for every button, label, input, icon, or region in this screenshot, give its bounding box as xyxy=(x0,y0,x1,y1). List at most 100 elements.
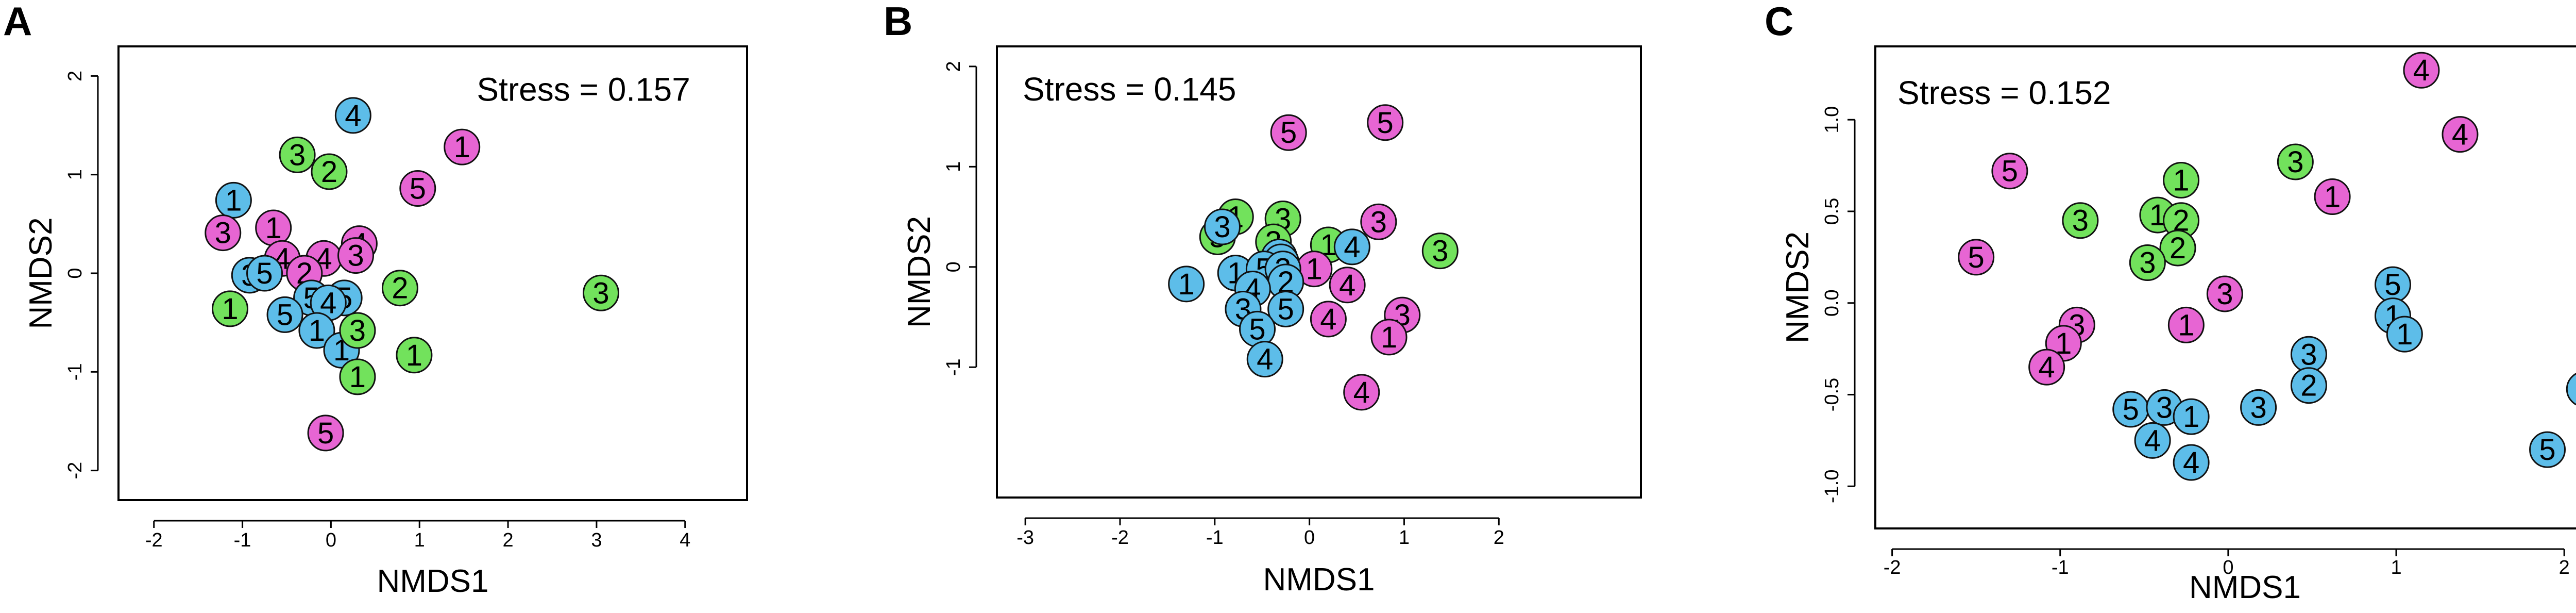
x-tick-label: -2 xyxy=(1111,527,1129,549)
x-tick-label: -3 xyxy=(1016,527,1034,549)
data-point: 1 xyxy=(396,337,433,374)
x-tick-label: 0 xyxy=(2223,557,2233,578)
point-label: 5 xyxy=(2539,433,2555,467)
y-tick-label: 2 xyxy=(943,61,964,72)
data-point: 3 xyxy=(2290,336,2327,373)
data-point: 4 xyxy=(1333,228,1370,266)
data-point: 3 xyxy=(2129,244,2166,281)
plot-frame xyxy=(1874,45,2576,529)
point-marker xyxy=(215,181,252,219)
plot-frame xyxy=(996,45,1642,499)
point-label: 3 xyxy=(215,217,231,250)
point-marker xyxy=(1246,341,1283,378)
x-axis-title: NMDS1 xyxy=(1263,562,1375,598)
point-label: 5 xyxy=(1280,116,1297,150)
point-label: 1 xyxy=(2183,400,2199,434)
data-point: 1 xyxy=(444,128,481,165)
point-label: 2 xyxy=(2170,231,2186,265)
data-point: 4 xyxy=(1310,301,1347,338)
point-marker xyxy=(1270,114,1307,151)
point-marker xyxy=(2529,431,2566,468)
point-marker xyxy=(205,214,242,252)
data-point: 3 xyxy=(2206,275,2243,312)
point-marker xyxy=(2566,373,2576,406)
point-label: 5 xyxy=(2384,268,2401,302)
point-label: 5 xyxy=(277,298,293,332)
point-label: 5 xyxy=(1968,241,1985,274)
point-label: 5 xyxy=(1249,312,1265,346)
point-label: 3 xyxy=(2287,145,2303,179)
data-point: 1 xyxy=(2167,306,2205,343)
point-marker xyxy=(212,290,249,327)
data-point: 4 xyxy=(2442,116,2479,153)
stress-annotation: Stress = 0.152 xyxy=(1897,74,2111,111)
point-label: 1 xyxy=(2396,318,2413,351)
panel-letter: A xyxy=(3,0,32,44)
y-tick-label: 1 xyxy=(64,169,86,180)
point-label: 1 xyxy=(1381,321,1397,354)
y-axis-title: NMDS2 xyxy=(902,216,937,328)
stress-annotation: Stress = 0.157 xyxy=(477,71,690,108)
data-point: 2 xyxy=(2290,367,2327,404)
data-point: 5 xyxy=(2375,266,2411,303)
y-tick-label: 1.0 xyxy=(1821,106,1843,134)
point-label: 1 xyxy=(349,360,366,394)
point-marker xyxy=(339,358,376,395)
y-tick-label: -1.0 xyxy=(1821,469,1843,503)
x-tick-label: -2 xyxy=(145,529,163,551)
point-label: 4 xyxy=(345,99,361,132)
point-marker xyxy=(2129,244,2166,281)
point-label: 4 xyxy=(2183,446,2199,479)
x-tick-label: -2 xyxy=(1884,557,1901,578)
point-label: 1 xyxy=(454,130,470,164)
point-label: 3 xyxy=(2300,338,2317,371)
point-label: 5 xyxy=(317,417,334,450)
point-marker xyxy=(2240,389,2277,426)
data-point: 1 xyxy=(212,290,249,327)
point-marker xyxy=(381,270,418,307)
data-point: 5 xyxy=(399,170,436,207)
data-point: 4 xyxy=(1343,374,1380,411)
point-label: 4 xyxy=(1353,376,1370,409)
point-label: 2 xyxy=(321,155,337,189)
data-point: 5 xyxy=(2529,431,2566,468)
point-marker xyxy=(2290,367,2327,404)
y-tick-label: 0 xyxy=(943,261,964,272)
data-point: 5 xyxy=(307,415,344,452)
point-marker xyxy=(2173,398,2210,435)
data-point: 1 xyxy=(2163,162,2200,199)
data-point: 1 xyxy=(1168,266,1205,303)
point-label: 5 xyxy=(2002,155,2018,188)
y-tick-label: -2 xyxy=(64,462,86,479)
point-marker xyxy=(2442,116,2479,153)
data-point: 3 xyxy=(2240,389,2277,426)
x-tick-label: 1 xyxy=(2391,557,2401,578)
data-point: 5 xyxy=(266,296,303,333)
data-point: 5 xyxy=(2112,391,2149,428)
data-point: 5 xyxy=(1239,310,1276,347)
point-label: 4 xyxy=(2452,118,2468,152)
data-point: 3 xyxy=(337,237,375,274)
point-marker xyxy=(266,296,303,333)
point-label: 5 xyxy=(2123,393,2139,426)
point-label: 3 xyxy=(1214,210,1230,244)
point-label: 1 xyxy=(265,211,282,245)
point-label: 1 xyxy=(2178,308,2194,342)
point-marker xyxy=(1991,153,2028,190)
point-marker xyxy=(582,274,619,311)
x-tick-label: -1 xyxy=(234,529,251,551)
point-label: 4 xyxy=(1257,343,1273,376)
point-marker xyxy=(337,237,375,274)
point-label: 3 xyxy=(2156,391,2173,424)
point-label: 1 xyxy=(2324,180,2341,214)
data-point: 5 xyxy=(1991,153,2028,190)
point-marker xyxy=(279,136,316,173)
data-point: 5 xyxy=(1367,104,1404,141)
point-marker xyxy=(2206,275,2243,312)
point-label: 3 xyxy=(289,138,306,172)
data-point: 1 xyxy=(1370,319,1408,356)
point-marker xyxy=(2173,444,2210,481)
y-axis-title: NMDS2 xyxy=(1780,231,1816,343)
